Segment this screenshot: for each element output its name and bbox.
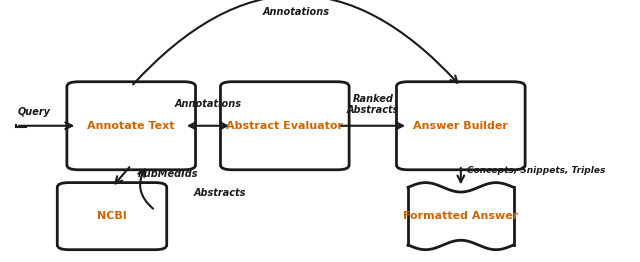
FancyBboxPatch shape (396, 82, 525, 170)
Text: Answer Builder: Answer Builder (413, 121, 508, 131)
Text: Abstracts: Abstracts (193, 188, 246, 198)
Text: Annotate Text: Annotate Text (88, 121, 175, 131)
Text: NCBI: NCBI (97, 211, 127, 221)
FancyBboxPatch shape (57, 183, 166, 250)
Text: Annotations: Annotations (262, 7, 330, 17)
Text: Abstract Evaluator: Abstract Evaluator (227, 121, 343, 131)
Text: PubMedIds: PubMedIds (138, 168, 198, 179)
FancyBboxPatch shape (67, 82, 196, 170)
Text: Formatted Answer: Formatted Answer (403, 211, 518, 221)
Text: Ranked
Abstracts: Ranked Abstracts (347, 94, 399, 115)
Text: Annotations: Annotations (175, 99, 241, 109)
FancyBboxPatch shape (220, 82, 349, 170)
Text: Query: Query (17, 107, 51, 117)
Polygon shape (408, 183, 514, 250)
Text: Concepts, Snippets, Triples: Concepts, Snippets, Triples (467, 166, 605, 176)
